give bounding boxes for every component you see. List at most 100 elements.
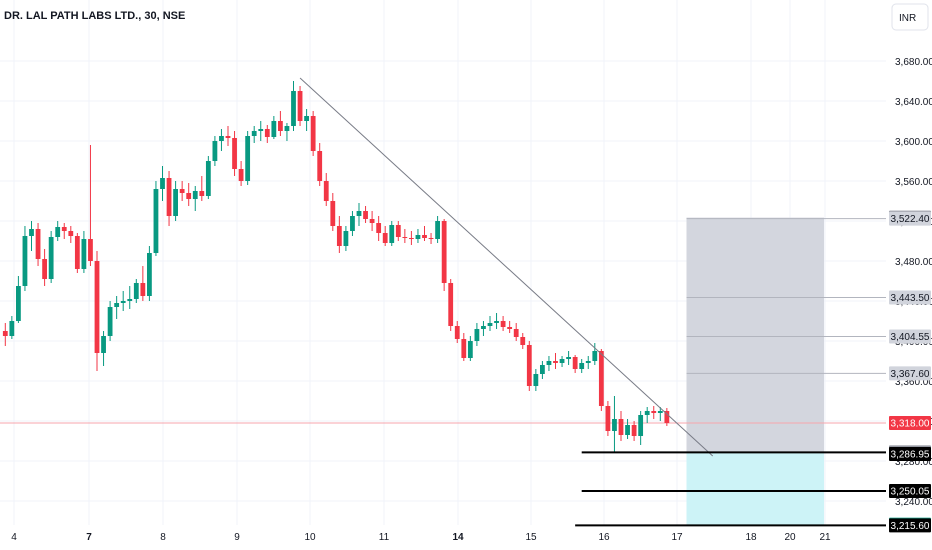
candle xyxy=(618,411,624,441)
candle xyxy=(94,251,100,371)
candle xyxy=(81,231,87,273)
candle-body xyxy=(369,219,375,223)
candle xyxy=(251,126,257,143)
candle-body xyxy=(585,361,591,363)
candle xyxy=(16,276,21,323)
candle xyxy=(186,183,192,206)
y-axis[interactable]: 3,240.003,280.003,320.003,360.003,400.00… xyxy=(895,57,932,508)
candle xyxy=(192,186,198,211)
currency-label: INR xyxy=(899,13,916,24)
price-tag-bg xyxy=(889,447,931,462)
target-lines[interactable] xyxy=(575,451,886,527)
candle xyxy=(461,333,467,361)
trendline[interactable] xyxy=(299,77,714,457)
candle-body xyxy=(304,116,309,121)
candle-body xyxy=(363,211,368,219)
candle-body xyxy=(657,411,663,413)
candle-body xyxy=(166,178,172,216)
candle xyxy=(441,219,447,291)
stop-loss-zone[interactable] xyxy=(686,217,825,453)
candle-body xyxy=(638,415,644,436)
candle-body xyxy=(186,193,192,199)
candle-body xyxy=(356,211,362,216)
candle-body xyxy=(454,326,460,339)
candle xyxy=(579,359,585,373)
candle xyxy=(199,176,205,201)
candle-body xyxy=(35,229,41,259)
candle xyxy=(657,407,663,421)
candle xyxy=(291,81,296,131)
candle-body xyxy=(376,223,382,233)
candle xyxy=(540,361,545,379)
candle-body xyxy=(173,189,178,216)
candles xyxy=(2,81,670,453)
candle-body xyxy=(88,239,93,261)
candle xyxy=(343,226,349,251)
candle-body xyxy=(402,237,408,238)
candle-body xyxy=(409,238,414,239)
currency-button[interactable]: INR xyxy=(891,3,929,31)
candle-body xyxy=(55,227,61,237)
candle xyxy=(258,121,264,141)
candle-body xyxy=(238,169,244,181)
candle-body xyxy=(664,411,670,423)
candle-body xyxy=(278,121,283,131)
candle-body xyxy=(264,129,270,137)
candle xyxy=(566,351,571,365)
candle xyxy=(225,126,231,146)
candle-body xyxy=(107,307,113,336)
candle xyxy=(500,316,506,331)
candle xyxy=(330,193,336,231)
candle xyxy=(454,321,460,343)
price-tag: 3,443.50 xyxy=(889,290,931,305)
plot-area[interactable] xyxy=(0,0,886,527)
candle-body xyxy=(114,303,120,307)
candle-body xyxy=(579,363,585,369)
x-axis[interactable]: 4 7 8 9 10 11 14 15 16 17 18 20 21 xyxy=(11,532,831,543)
candle-body xyxy=(68,231,74,236)
candle-body xyxy=(533,374,539,386)
candle xyxy=(487,316,493,331)
candle-body xyxy=(9,321,15,336)
target-zone[interactable] xyxy=(686,452,825,525)
price-tag: 3,522.40 xyxy=(889,211,931,226)
candle xyxy=(402,229,408,243)
candle xyxy=(513,323,519,341)
candle-body xyxy=(540,365,545,374)
price-tag-text: 3,522.40 xyxy=(891,214,930,225)
candle xyxy=(179,181,185,201)
candle xyxy=(356,203,362,226)
candle-body xyxy=(323,181,329,201)
candle-body xyxy=(513,329,519,337)
candle xyxy=(389,221,395,246)
candle-body xyxy=(22,236,28,286)
candle-body xyxy=(219,136,224,141)
candle xyxy=(120,291,126,311)
candle xyxy=(612,396,617,453)
candle-body xyxy=(212,141,218,161)
candle-body xyxy=(553,361,558,363)
trendline-segment[interactable] xyxy=(299,77,714,457)
candle-body xyxy=(618,419,624,435)
candle-body xyxy=(467,341,473,358)
candle xyxy=(435,216,440,243)
candle-body xyxy=(343,231,349,246)
candle xyxy=(127,286,133,309)
candle-body xyxy=(232,138,237,169)
candle-body xyxy=(382,233,388,243)
candle-body xyxy=(441,221,447,283)
candle xyxy=(494,313,499,329)
candle xyxy=(9,316,15,339)
price-tag-text: 3,318.00 xyxy=(891,419,930,430)
candle xyxy=(664,408,670,426)
candle-body xyxy=(566,357,571,359)
y-tick-label: 3,600.00 xyxy=(895,137,932,148)
y-tick-label: 3,480.00 xyxy=(895,257,932,268)
candle xyxy=(173,181,178,221)
candle xyxy=(559,356,565,367)
x-tick-label: 16 xyxy=(598,532,610,543)
candle xyxy=(336,216,342,253)
y-tick-label: 3,680.00 xyxy=(895,57,932,68)
candle-body xyxy=(474,329,480,341)
